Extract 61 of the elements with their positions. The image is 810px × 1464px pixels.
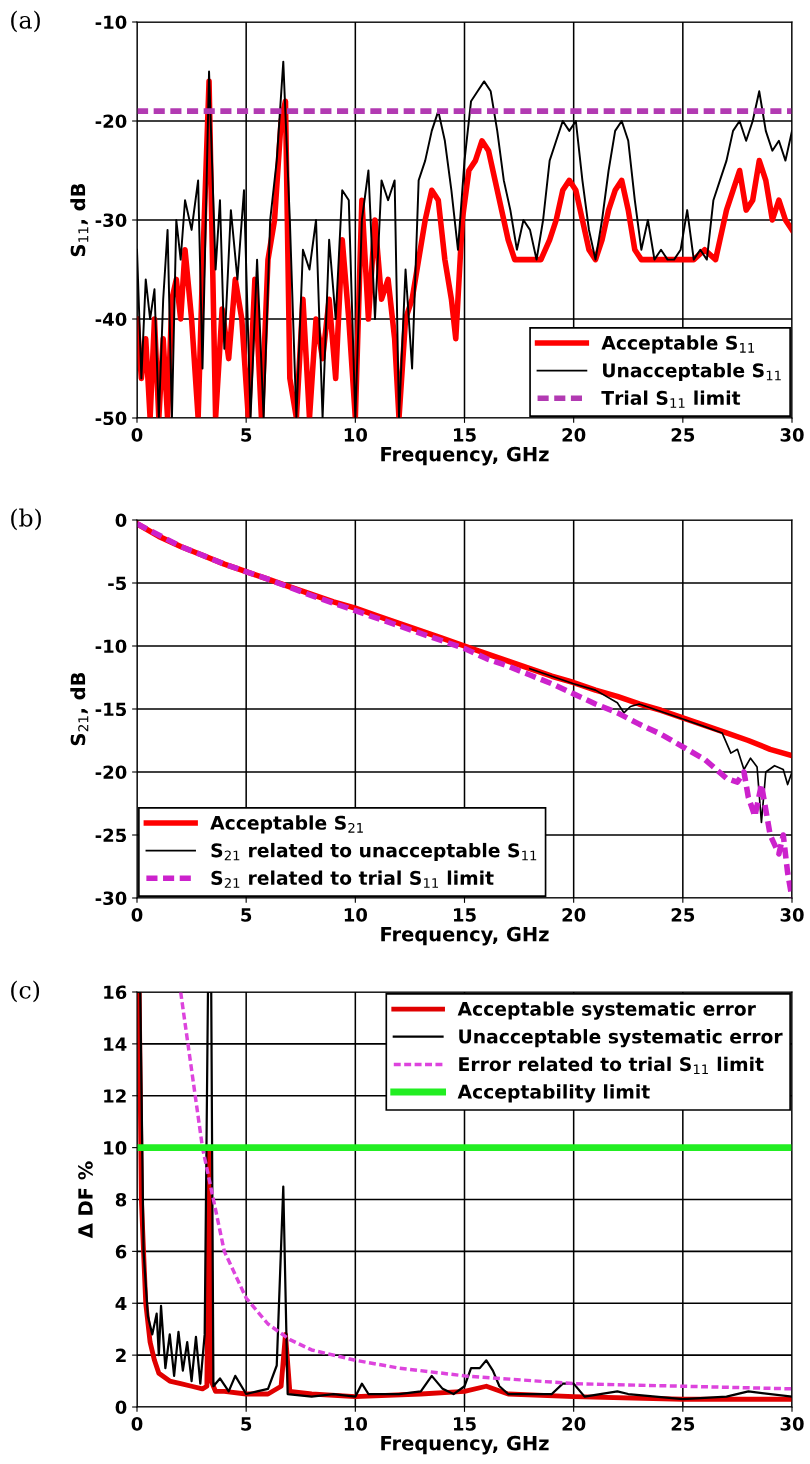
legend-label: Unacceptable systematic error (459, 1029, 783, 1048)
x-tick-label: 0 (131, 428, 143, 442)
y-tick-label: 0 (115, 513, 127, 528)
y-tick-label: 10 (104, 1141, 127, 1155)
legend-label: S$_{21}$ related to trial S$_{11}$ limit (211, 870, 494, 888)
x-tick-label: 5 (241, 428, 252, 442)
x-tick-label: 5 (241, 1417, 252, 1431)
y-tick-label: -30 (95, 213, 127, 228)
y-tick-label: 0 (115, 1400, 127, 1415)
y-axis-title: S$_{11}$, dB (70, 183, 89, 257)
x-tick-label: 5 (241, 908, 252, 922)
legend-label: Acceptable S$_{11}$ (601, 335, 755, 354)
x-axis-title: Frequency, GHz (381, 1435, 549, 1455)
x-tick-label: 15 (453, 908, 476, 922)
y-tick-label: 2 (116, 1348, 126, 1362)
y-tick-label: 12 (104, 1089, 126, 1103)
y-tick-label: -25 (95, 828, 127, 843)
x-tick-label: 30 (780, 1417, 804, 1431)
legend-label: Acceptable systematic error (457, 1001, 756, 1020)
chart-title: (b) (11, 508, 41, 531)
x-tick-label: 30 (780, 908, 804, 922)
x-tick-label: 25 (671, 1417, 695, 1431)
legend-label: Trial S$_{11}$ limit (601, 390, 741, 408)
y-axis-title: S$_{21}$, dB (70, 672, 89, 746)
chart-title: (a) (11, 10, 40, 33)
x-tick-label: 25 (671, 908, 695, 922)
y-tick-label: -20 (95, 765, 127, 780)
legend-label: Error related to trial S$_{11}$ limit (459, 1056, 764, 1075)
x-tick-label: 10 (344, 1417, 368, 1431)
y-tick-label: 4 (115, 1296, 127, 1311)
y-tick-label: -10 (95, 639, 127, 654)
legend-label: S$_{21}$ related to unacceptable S$_{11}$ (211, 842, 537, 862)
y-tick-label: -15 (95, 702, 127, 717)
x-tick-label: 15 (453, 428, 476, 442)
x-tick-label: 30 (780, 428, 804, 442)
x-tick-label: 10 (344, 428, 368, 442)
y-axis-title: Δ DF % (78, 1161, 93, 1239)
legend-label: Acceptable S$_{21}$ (210, 815, 363, 834)
x-axis-title: Frequency, GHz (381, 926, 549, 946)
legend-label: Acceptability limit (457, 1084, 650, 1103)
y-tick-label: -10 (95, 15, 127, 30)
y-tick-label: -30 (95, 891, 127, 906)
x-tick-label: 0 (131, 1417, 143, 1431)
x-tick-label: 20 (562, 428, 586, 442)
y-tick-label: -50 (95, 411, 127, 426)
y-tick-label: -20 (95, 114, 127, 129)
y-tick-label: -40 (95, 312, 127, 327)
y-tick-label: 8 (115, 1192, 127, 1207)
x-tick-label: 15 (453, 1417, 476, 1431)
x-tick-label: 20 (562, 1417, 586, 1431)
x-tick-label: 0 (131, 908, 143, 922)
y-tick-label: 14 (104, 1037, 127, 1051)
x-tick-label: 20 (562, 908, 586, 922)
x-tick-label: 25 (671, 428, 695, 442)
x-axis-title: Frequency, GHz (381, 446, 549, 466)
y-tick-label: 6 (115, 1244, 127, 1259)
legend-label: Unacceptable S$_{11}$ (603, 362, 781, 382)
chart-title: (c) (11, 980, 40, 1003)
y-tick-label: -5 (108, 576, 127, 591)
y-tick-label: 16 (104, 985, 127, 1000)
x-tick-label: 10 (344, 908, 368, 922)
